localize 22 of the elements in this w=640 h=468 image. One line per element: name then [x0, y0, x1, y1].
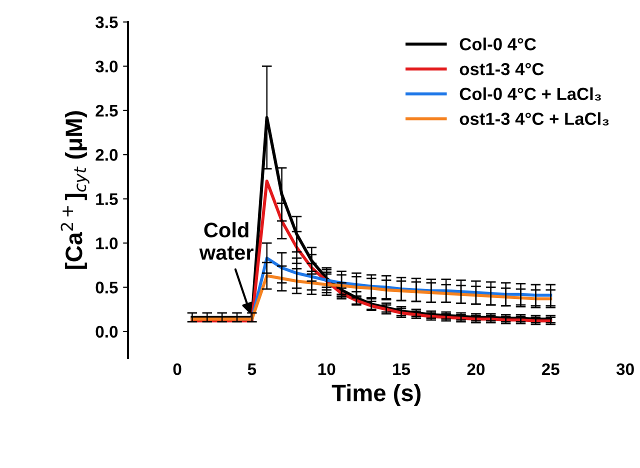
legend-label: Col-0 4°C + LaCl₃	[460, 87, 601, 101]
annotation: Cold water	[199, 222, 254, 260]
y-axis-title: [Ca$^{2+}$]$_{cyt}$ (μM)	[60, 111, 90, 269]
y-tick-label: 3.5	[95, 16, 118, 28]
x-axis-title: Time (s)	[332, 384, 421, 406]
y-tick-label: 0.0	[96, 326, 118, 338]
x-tick-label: 25	[542, 363, 560, 376]
x-tick-label: 5	[248, 363, 256, 376]
y-tick-label: 1.5	[96, 193, 118, 206]
x-tick-label: 10	[318, 363, 336, 376]
y-tick-label: 2.5	[96, 104, 118, 117]
legend-label: ost1-3 4°C + LaCl₃	[460, 112, 609, 126]
x-tick-label: 20	[467, 363, 485, 376]
y-tick-label: 1.0	[96, 237, 118, 250]
legend-label: ost1-3 4°C	[460, 62, 544, 76]
y-tick-label: 2.0	[96, 149, 118, 161]
legend-label: Col-0 4°C	[460, 38, 536, 50]
x-tick-label: 0	[173, 363, 182, 376]
x-tick-label: 15	[393, 363, 410, 376]
y-tick-label: 3.0	[95, 60, 118, 72]
y-tick-label: 0.5	[96, 282, 118, 294]
x-tick-label: 30	[616, 363, 634, 376]
